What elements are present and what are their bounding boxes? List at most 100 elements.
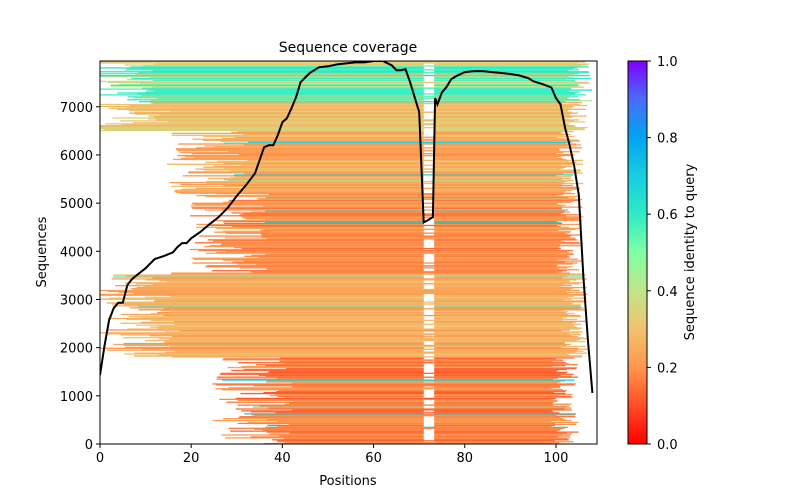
coverage-segment [175,350,424,352]
coverage-segment [434,233,569,235]
coverage-segment [144,339,577,342]
coverage-segment [136,286,424,289]
coverage-segments [100,61,592,444]
coverage-segment [434,386,561,388]
coverage-segment [215,388,552,390]
coverage-segment [434,175,557,177]
coverage-segment [210,224,558,227]
coverage-segment [434,337,584,339]
coverage-segment [124,304,424,306]
coverage-segment [434,222,563,225]
coverage-segment [434,80,577,83]
coverage-segment [194,203,424,205]
coverage-segment [434,204,566,206]
coverage-segment [434,284,565,286]
coverage-segment [434,152,564,154]
coverage-segment [243,213,561,215]
coverage-segment [279,361,424,363]
coverage-segment [265,196,569,199]
coverage-segment [121,124,568,126]
coverage-segment [130,307,424,309]
coverage-segment [107,333,570,335]
coverage-segment [434,225,561,228]
coverage-segment [184,155,424,158]
coverage-segment [434,184,574,187]
coverage-segment [265,426,568,428]
coverage-segment [288,423,424,426]
coverage-segment [434,294,586,296]
coverage-segment [434,268,559,270]
coverage-segment [254,415,557,417]
coverage-segment [243,368,424,371]
coverage-segment [145,91,424,93]
coverage-segment [276,440,555,442]
coverage-segment [434,401,555,403]
coverage-segment [191,153,557,155]
coverage-segment [107,290,567,293]
coverage-segment [434,116,573,118]
coverage-segment [244,144,424,146]
coverage-segment [100,127,588,129]
coverage-segment [434,370,557,373]
coverage-segment [237,399,424,401]
coverage-segment [182,175,424,177]
coverage-segment [209,245,424,247]
coverage-segment [434,155,561,158]
coverage-segment [434,347,579,349]
coverage-segment [111,278,587,280]
coverage-segment [434,354,570,356]
coverage-segment [150,319,563,322]
coverage-segment [206,265,557,267]
coverage-segment [124,69,580,71]
coverage-segment [204,266,424,268]
coverage-segment [133,97,424,99]
coverage-segment [129,112,424,114]
coverage-segment [434,239,577,241]
coverage-segment [434,199,579,202]
coverage-segment [434,435,571,437]
coverage-segment [138,309,424,311]
coverage-segment [117,92,424,94]
coverage-segment [219,398,554,401]
coverage-segment [240,267,568,269]
coverage-segment [276,377,424,379]
coverage-segment [196,194,424,197]
coverage-segment [123,342,424,345]
coverage-segment [129,104,424,107]
coverage-segment [144,285,424,288]
coverage-segment [108,329,570,331]
coverage-segment [205,195,580,198]
coverage-segment [100,62,578,64]
coverage-segment [233,174,574,176]
coverage-segment [117,108,424,110]
coverage-segment [279,435,424,437]
coverage-segment [154,299,424,301]
coverage-segment [434,140,580,142]
coverage-segment [153,63,424,65]
coverage-segment [220,244,424,246]
x-tick-label: 80 [456,451,473,466]
coverage-segment [139,100,566,103]
coverage-segment [216,227,424,229]
coverage-segment [127,68,424,70]
colorbar-tick-label: 0.8 [657,132,678,147]
coverage-segment [159,338,588,340]
coverage-segment [434,318,578,321]
coverage-segment [160,310,424,312]
coverage-segment [241,410,424,412]
coverage-segment [140,82,424,84]
coverage-segment [225,437,424,439]
coverage-segment [212,241,424,243]
coverage-segment [266,431,424,433]
coverage-segment [202,139,579,141]
coverage-segment [265,381,424,383]
coverage-segment [434,373,574,375]
coverage-segment [434,179,574,182]
coverage-segment [434,420,552,423]
coverage-segment [434,358,556,360]
coverage-segment [100,94,424,96]
coverage-segment [260,233,424,235]
coverage-segment [434,315,582,318]
coverage-segment [434,130,574,133]
coverage-segment [239,214,582,216]
